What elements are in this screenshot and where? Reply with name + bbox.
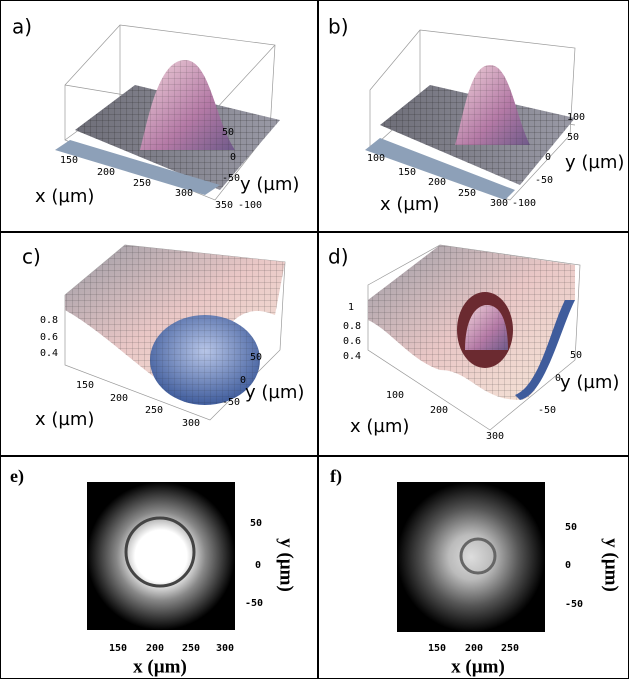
z-tick-label: 0.4 xyxy=(343,351,361,362)
image-f xyxy=(397,482,545,632)
y-tick-label: 0 xyxy=(240,375,246,386)
x-axis-label: x (µm) xyxy=(35,186,94,207)
x-tick-label: 200 xyxy=(110,393,128,404)
y-tick-label: 50 xyxy=(565,522,577,533)
z-tick-label: 0.8 xyxy=(343,321,361,332)
x-tick-label: 150 xyxy=(398,167,416,178)
y-tick-label: 0 xyxy=(255,560,261,571)
y-tick-label: 0 xyxy=(545,152,551,163)
panel-label: b) xyxy=(328,15,349,39)
panel-label: e) xyxy=(10,466,24,487)
y-tick-label: -50 xyxy=(222,173,240,184)
x-tick-label: 100 xyxy=(386,390,404,401)
x-tick-label: 350 xyxy=(215,200,233,211)
x-tick-label: 300 xyxy=(175,188,193,199)
image-e xyxy=(87,482,235,630)
x-tick-label: 150 xyxy=(76,380,94,391)
surface-b xyxy=(365,29,576,201)
y-axis-label: y (µm) xyxy=(240,174,299,195)
x-axis-label: x (µm) xyxy=(35,409,94,430)
y-axis-label: y (µm) xyxy=(560,372,619,393)
x-tick-label: 200 xyxy=(430,405,448,416)
x-tick-label: 250 xyxy=(458,188,476,199)
y-tick-label: 50 xyxy=(250,352,262,363)
y-tick-label: 0 xyxy=(565,560,571,571)
y-tick-label: 50 xyxy=(250,518,262,529)
y-tick-label: -50 xyxy=(535,175,553,186)
x-tick-label: 200 xyxy=(428,177,446,188)
x-tick-label: 250 xyxy=(145,405,163,416)
y-tick-label: 100 xyxy=(567,112,585,123)
x-tick-label: 100 xyxy=(367,153,385,164)
y-tick-label: -50 xyxy=(222,397,240,408)
y-axis-label: y (µm) xyxy=(601,538,622,592)
x-tick-label: 250 xyxy=(182,643,200,654)
surface-d xyxy=(367,244,581,431)
y-tick-label: -100 xyxy=(512,198,536,209)
z-tick-label: 0.8 xyxy=(40,315,58,326)
y-tick-label: -50 xyxy=(245,598,263,609)
y-axis-label: y (µm) xyxy=(245,382,304,403)
z-tick-label: 0.4 xyxy=(40,348,58,359)
panel-label: f) xyxy=(330,466,342,487)
y-tick-label: 50 xyxy=(222,127,234,138)
x-tick-label: 300 xyxy=(486,431,504,442)
x-tick-label: 150 xyxy=(60,155,78,166)
x-tick-label: 200 xyxy=(465,643,483,654)
y-axis-label: y (µm) xyxy=(565,152,624,173)
x-tick-label: 200 xyxy=(97,167,115,178)
surface-c xyxy=(64,244,286,421)
y-tick-label: 50 xyxy=(567,132,579,143)
x-tick-label: 200 xyxy=(146,643,164,654)
y-tick-label: -50 xyxy=(538,405,556,416)
y-axis-label: y (µm) xyxy=(276,538,297,592)
panel-label: d) xyxy=(328,245,349,269)
x-tick-label: 300 xyxy=(216,643,234,654)
surface-a xyxy=(55,24,280,201)
y-tick-label: 0 xyxy=(555,373,561,384)
y-tick-label: 0 xyxy=(230,152,236,163)
x-axis-label: x (µm) xyxy=(380,194,439,215)
x-tick-label: 150 xyxy=(428,643,446,654)
y-tick-label: -50 xyxy=(565,599,583,610)
x-axis-label: x (µm) xyxy=(133,656,187,677)
x-axis-label: x (µm) xyxy=(451,656,505,677)
panel-label: a) xyxy=(12,15,32,39)
y-tick-label: -100 xyxy=(238,200,262,211)
x-tick-label: 150 xyxy=(109,643,127,654)
x-tick-label: 250 xyxy=(501,643,519,654)
y-tick-label: 50 xyxy=(570,350,582,361)
z-tick-label: 0.6 xyxy=(343,336,361,347)
x-tick-label: 250 xyxy=(133,178,151,189)
x-tick-label: 300 xyxy=(182,418,200,429)
x-tick-label: 300 xyxy=(490,198,508,209)
panel-label: c) xyxy=(22,245,41,269)
z-tick-label: 1 xyxy=(348,302,354,313)
x-axis-label: x (µm) xyxy=(350,416,409,437)
z-tick-label: 0.6 xyxy=(40,332,58,343)
